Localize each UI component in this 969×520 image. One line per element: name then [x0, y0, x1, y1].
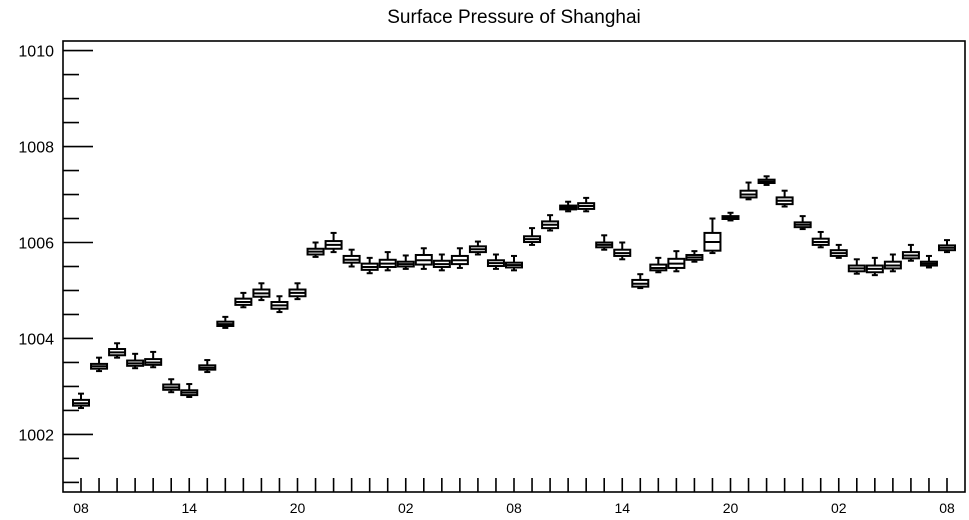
box-plot	[288, 282, 307, 301]
box-plot	[360, 256, 379, 275]
box-plot	[505, 254, 523, 272]
x-axis: 08 14 20 02 08 14 20 02 08	[73, 478, 955, 516]
box-plot	[577, 196, 596, 213]
box-plot	[793, 215, 812, 231]
box-plot	[667, 250, 686, 273]
box-plot	[559, 200, 578, 213]
box-plot	[450, 247, 469, 269]
x-tick-label: 20	[290, 500, 306, 516]
x-tick-label: 20	[723, 500, 739, 516]
box-plot	[180, 383, 199, 399]
box-plot	[306, 241, 325, 258]
box-plot	[468, 240, 487, 256]
box-plot	[829, 243, 848, 259]
box-plot	[234, 291, 253, 309]
x-tick-label: 08	[939, 500, 955, 516]
box-plot	[757, 175, 776, 186]
x-tick-label: 08	[73, 500, 89, 516]
box-plot	[631, 273, 650, 290]
box-plot	[847, 258, 866, 275]
box-plot	[901, 243, 920, 262]
box-plot	[144, 350, 163, 369]
box-plot	[198, 359, 217, 374]
chart-title: Surface Pressure of Shanghai	[387, 7, 641, 28]
box-plot	[883, 253, 902, 273]
box-plot	[486, 253, 505, 270]
box-plot	[919, 254, 938, 269]
box-plot	[938, 239, 956, 254]
y-axis: 1002 1004 1006 1008 1010	[18, 44, 93, 484]
y-tick-label: 1006	[18, 236, 54, 253]
x-tick-label: 14	[614, 500, 630, 516]
box-plot	[126, 352, 145, 370]
box-plot	[396, 254, 415, 270]
box-plot	[775, 189, 794, 208]
box-plot	[865, 256, 884, 277]
box-plot	[721, 211, 740, 222]
box-plot	[108, 342, 127, 359]
box-plot	[378, 251, 397, 272]
box-plot	[703, 217, 722, 255]
boxes-layer	[72, 175, 956, 410]
box-plot	[252, 282, 271, 302]
box-plot	[432, 253, 451, 272]
x-tick-label: 08	[506, 500, 522, 516]
y-tick-label: 1008	[18, 140, 54, 157]
x-tick-label: 02	[398, 500, 414, 516]
x-tick-label: 02	[831, 500, 847, 516]
box-plot	[523, 227, 542, 246]
box-plot	[649, 256, 668, 274]
box-plot	[342, 248, 361, 268]
box-plot	[216, 315, 235, 329]
y-tick-label: 1004	[18, 331, 54, 348]
box-plot	[324, 231, 343, 254]
box-plot	[270, 295, 289, 314]
box-plot	[414, 247, 433, 270]
box-plot	[541, 214, 560, 232]
y-tick-label: 1002	[18, 427, 54, 444]
box-plot	[162, 378, 181, 394]
box-plot	[90, 356, 109, 373]
box-plot	[613, 241, 632, 261]
y-tick-label: 1010	[18, 44, 54, 61]
box-plot	[72, 392, 90, 410]
box-plot	[595, 234, 614, 251]
x-tick-label: 14	[181, 500, 197, 516]
box-plot	[811, 230, 830, 249]
box-plot	[685, 250, 704, 263]
box-plot	[739, 181, 758, 201]
